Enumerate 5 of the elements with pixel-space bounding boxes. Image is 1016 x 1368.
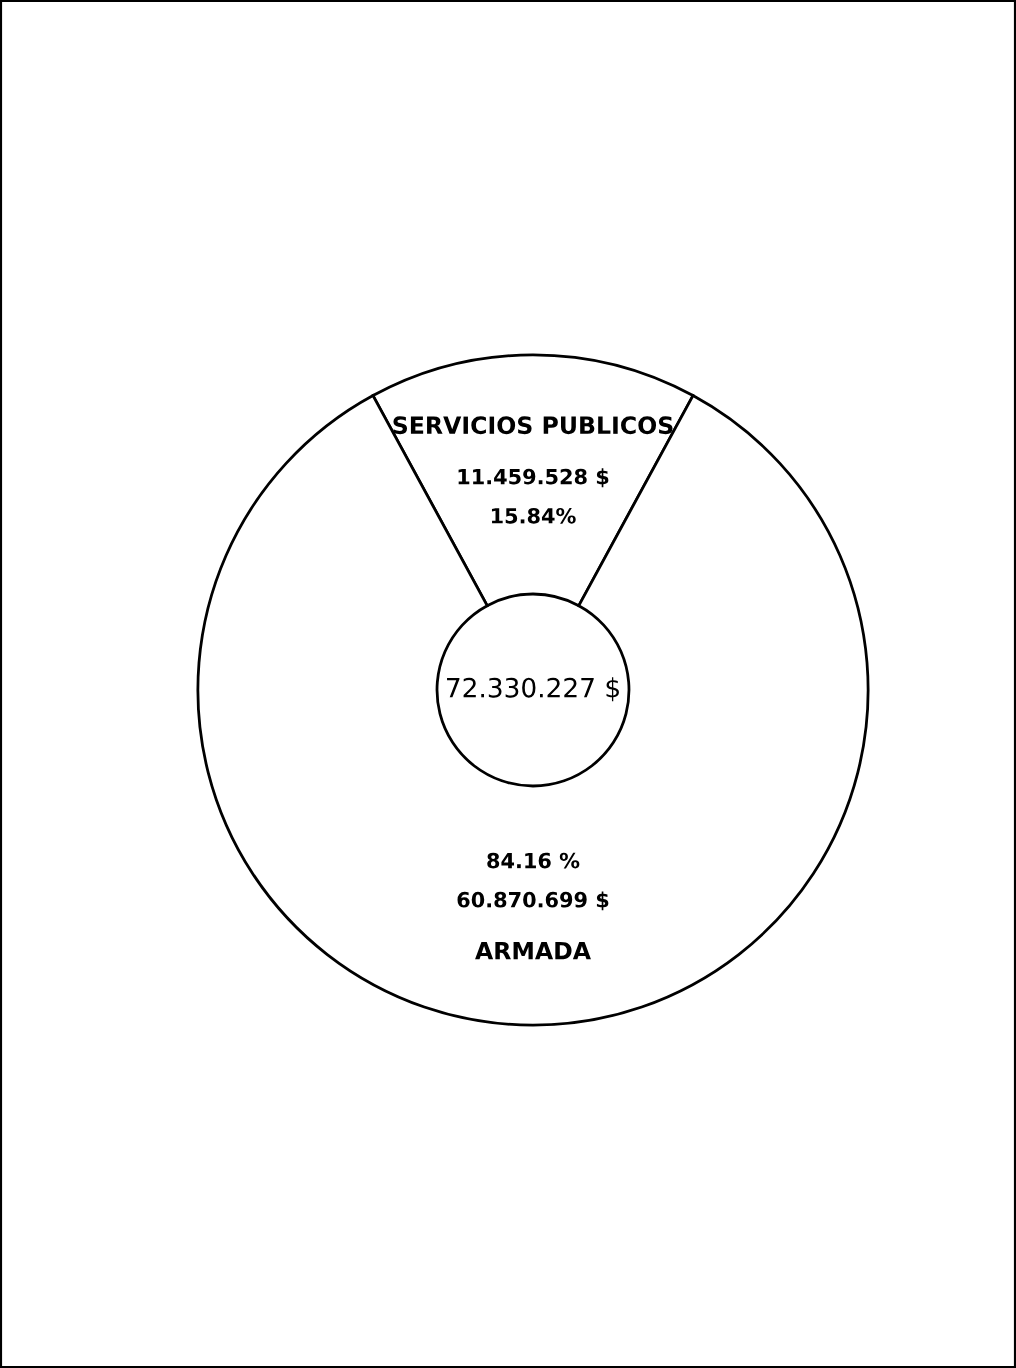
slice-label: ARMADA	[475, 942, 591, 960]
text: 72.330.227 $	[447, 677, 619, 702]
data-label: 11.459.528 $ 15.84%	[458, 468, 609, 524]
slice-label: SERVICIOS PUBLICOS	[393, 416, 673, 435]
data-label: 84.16 % 60.870.699 $	[457, 852, 609, 911]
